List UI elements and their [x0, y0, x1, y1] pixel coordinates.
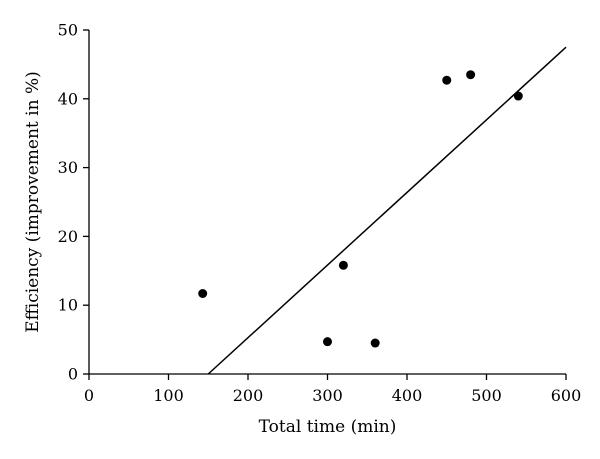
data-point — [198, 289, 208, 299]
data-point — [442, 75, 452, 85]
x-axis-ticks: 0 100 200 300 400 500 600 — [84, 374, 581, 405]
y-axis-label: Efficiency (improvement in %) — [23, 71, 43, 332]
x-tick-label: 300 — [312, 386, 343, 405]
data-point — [323, 337, 332, 347]
y-tick-label: 50 — [58, 21, 78, 40]
x-axis-label: Total time (min) — [259, 417, 397, 437]
data-points — [198, 70, 523, 348]
data-point — [466, 70, 476, 80]
axes — [88, 30, 566, 375]
y-tick-label: 10 — [58, 296, 78, 315]
y-tick-label: 30 — [58, 158, 78, 177]
y-tick-label: 20 — [58, 227, 78, 246]
x-tick-label: 500 — [471, 386, 502, 405]
data-point — [370, 338, 380, 348]
data-point — [513, 91, 523, 101]
x-tick-label: 100 — [153, 386, 184, 405]
x-tick-label: 600 — [551, 386, 582, 405]
x-tick-label: 0 — [84, 386, 94, 405]
x-tick-label: 200 — [233, 386, 264, 405]
x-tick-label: 400 — [392, 386, 423, 405]
y-tick-label: 0 — [68, 365, 78, 384]
data-point — [338, 260, 348, 270]
y-tick-label: 40 — [58, 89, 78, 108]
regression-line-group — [207, 46, 567, 375]
regression-line — [207, 46, 567, 375]
y-axis-ticks: 0 10 20 30 40 50 — [58, 21, 89, 384]
